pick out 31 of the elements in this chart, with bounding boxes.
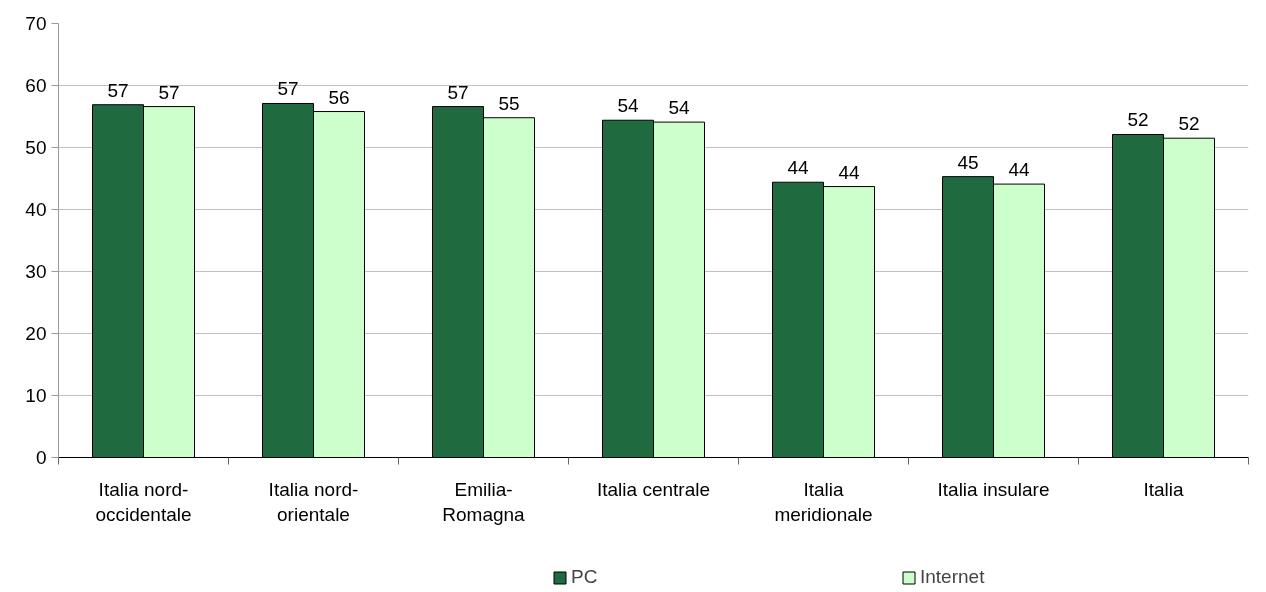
- x-tick-label: Emilia-Romagna: [442, 478, 526, 525]
- y-tick-label: 20: [25, 323, 47, 344]
- data-label: 57: [158, 81, 180, 103]
- data-label: 52: [1127, 109, 1149, 131]
- data-label: 44: [1008, 159, 1030, 181]
- data-label: 57: [107, 79, 129, 101]
- y-tick-label: 0: [35, 447, 47, 468]
- y-tick-label: 30: [25, 261, 47, 282]
- data-label: 45: [957, 151, 979, 173]
- x-tick-label: Italia nord-orientale: [268, 478, 359, 525]
- data-label: 52: [1178, 113, 1200, 135]
- y-tick-label: 70: [25, 13, 47, 34]
- y-tick-label: 40: [25, 199, 47, 220]
- legend-label: PC: [571, 566, 599, 588]
- x-tick-label: Italia meridionale: [774, 478, 873, 525]
- data-label: 57: [447, 81, 469, 103]
- x-tick-label: Italia centrale: [597, 478, 711, 500]
- x-tick-label: Italia: [1143, 478, 1184, 500]
- data-label: 44: [838, 161, 860, 183]
- data-label: 57: [277, 78, 299, 100]
- y-tick-label: 60: [25, 75, 47, 96]
- data-label: 56: [328, 86, 350, 108]
- legend-label: Internet: [920, 566, 986, 588]
- data-label: 55: [498, 92, 520, 114]
- x-tick-label: Italia nord-occidentale: [95, 478, 192, 525]
- data-label: 54: [668, 97, 690, 119]
- y-tick-label: 50: [25, 137, 47, 158]
- data-label: 54: [617, 95, 639, 117]
- y-tick-label: 10: [25, 385, 47, 406]
- x-tick-label: Italia insulare: [937, 478, 1050, 500]
- data-label: 44: [787, 157, 809, 179]
